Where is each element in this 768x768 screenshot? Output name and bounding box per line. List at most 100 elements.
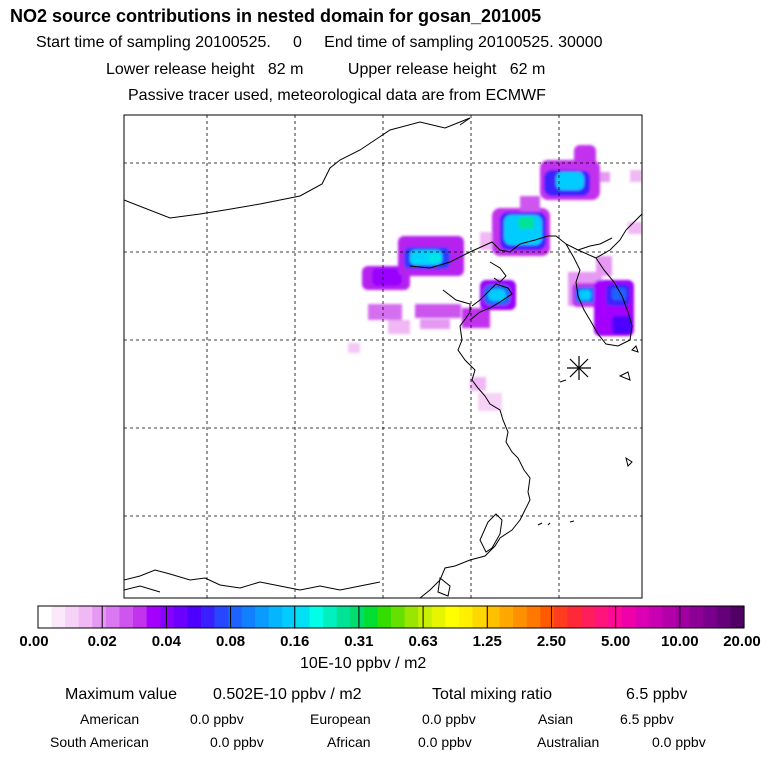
- colorbar-swatch: [255, 606, 270, 628]
- sampling-time-line: Start time of sampling 20100525. 0 End t…: [36, 34, 603, 51]
- region-name: American: [80, 711, 140, 727]
- colorbar-swatch: [105, 606, 121, 628]
- colorbar-swatch: [38, 606, 53, 628]
- colorbar-swatch: [336, 606, 351, 628]
- colorbar-swatch: [309, 606, 324, 628]
- colorbar-swatch: [703, 606, 718, 628]
- colorbar-tick-label: 0.04: [152, 633, 182, 650]
- colorbar-swatch: [146, 606, 161, 628]
- plume-patch: [415, 304, 461, 318]
- region-name: South American: [50, 734, 149, 750]
- region-value: 6.5 ppbv: [620, 711, 674, 727]
- colorbar-swatch: [404, 606, 419, 628]
- colorbar-swatch: [513, 606, 528, 628]
- total-mixing-label: Total mixing ratio: [432, 686, 553, 703]
- plume-patch: [574, 145, 596, 171]
- colorbar-swatches: [38, 606, 745, 628]
- colorbar-tick-label: 0.31: [344, 633, 373, 650]
- colorbar-tick-label: 1.25: [473, 633, 502, 650]
- colorbar-swatch: [51, 606, 66, 628]
- colorbar-swatch: [78, 606, 93, 628]
- colorbar-swatch: [119, 606, 134, 628]
- colorbar-frame: [37, 605, 745, 629]
- colorbar-swatch: [323, 606, 338, 628]
- region-value: 0.0 ppbv: [190, 711, 244, 727]
- colorbar-tick-label: 0.16: [280, 633, 309, 650]
- plume-patch: [372, 268, 402, 286]
- colorbar-swatch: [540, 606, 555, 628]
- region-value: 0.0 ppbv: [422, 711, 476, 727]
- colorbar-swatch: [241, 606, 256, 628]
- colorbar-swatch: [458, 606, 474, 628]
- colorbar-tick-label: 0.02: [88, 633, 117, 650]
- colorbar-tick-label: 10.00: [661, 633, 699, 650]
- colorbar-swatch: [716, 606, 732, 628]
- region-value: 0.0 ppbv: [652, 734, 706, 750]
- colorbar-swatch: [173, 606, 188, 628]
- colorbar-swatch: [594, 606, 609, 628]
- max-value: 0.502E-10 ppbv / m2: [213, 686, 362, 703]
- plume-patch: [612, 316, 632, 334]
- colorbar-swatch: [553, 606, 569, 628]
- colorbar-swatch: [662, 606, 677, 628]
- plume-patch: [488, 289, 506, 301]
- colorbar-swatch: [350, 606, 365, 628]
- plume-patch: [420, 319, 450, 329]
- map-grid: [124, 115, 642, 598]
- plume-patch: [579, 290, 591, 300]
- plume-patch: [348, 343, 360, 353]
- max-value-label: Maximum value: [65, 686, 178, 703]
- colorbar-swatch: [499, 606, 514, 628]
- total-mixing-value: 6.5 ppbv: [626, 686, 688, 703]
- colorbar-swatch: [472, 606, 487, 628]
- colorbar-swatch: [567, 606, 582, 628]
- coastlines: [124, 117, 642, 598]
- colorbar-swatch: [282, 606, 297, 628]
- region-name: European: [310, 711, 371, 727]
- colorbar-swatch: [133, 606, 148, 628]
- region-value: 0.0 ppbv: [418, 734, 472, 750]
- colorbar-swatch: [160, 606, 175, 628]
- plume-patch: [518, 217, 534, 229]
- colorbar-swatch: [676, 606, 691, 628]
- colorbar-swatch: [418, 606, 433, 628]
- colorbar-unit: 10E-10 ppbv / m2: [300, 655, 427, 672]
- colorbar-tick-label: 0.00: [19, 633, 48, 650]
- colorbar-swatch: [65, 606, 80, 628]
- colorbar-swatch: [689, 606, 704, 628]
- tracer-info-line: Passive tracer used, meteorological data…: [128, 87, 546, 104]
- colorbar-swatch: [200, 606, 216, 628]
- plume-patch: [630, 170, 642, 182]
- colorbar-tick-label: 5.00: [601, 633, 630, 650]
- colorbar-swatch: [214, 606, 229, 628]
- plume-patch: [520, 196, 540, 212]
- plume-patch: [596, 256, 612, 276]
- colorbar-tick-label: 20.00: [723, 633, 761, 650]
- colorbar-tick-label: 0.63: [408, 633, 437, 650]
- colorbar-tick-label: 2.50: [537, 633, 566, 650]
- colorbar-swatch: [526, 606, 541, 628]
- colorbar-labels: 0.00 0.02 0.04 0.08 0.16 0.31 0.63 1.25 2.50 5.00…: [19, 633, 760, 650]
- plume-patch: [600, 172, 610, 182]
- colorbar-swatch: [92, 606, 107, 628]
- plot-title: NO2 source contributions in nested domai…: [10, 6, 542, 26]
- colorbar-swatch: [581, 606, 596, 628]
- colorbar-swatch: [648, 606, 664, 628]
- colorbar-swatch: [187, 606, 202, 628]
- colorbar-swatch: [228, 606, 243, 628]
- plume-patch: [556, 172, 584, 190]
- plume-patch: [478, 393, 502, 411]
- region-name: Australian: [537, 734, 600, 750]
- colorbar-swatch: [486, 606, 501, 628]
- colorbar-swatch: [268, 606, 283, 628]
- region-value: 0.0 ppbv: [210, 734, 264, 750]
- colorbar-swatch: [363, 606, 379, 628]
- region-name: Asian: [538, 711, 574, 727]
- plume-patch: [470, 377, 486, 391]
- colorbar-swatch: [621, 606, 636, 628]
- colorbar-swatch: [730, 606, 745, 628]
- colorbar-swatch: [391, 606, 406, 628]
- colorbar-swatch: [377, 606, 392, 628]
